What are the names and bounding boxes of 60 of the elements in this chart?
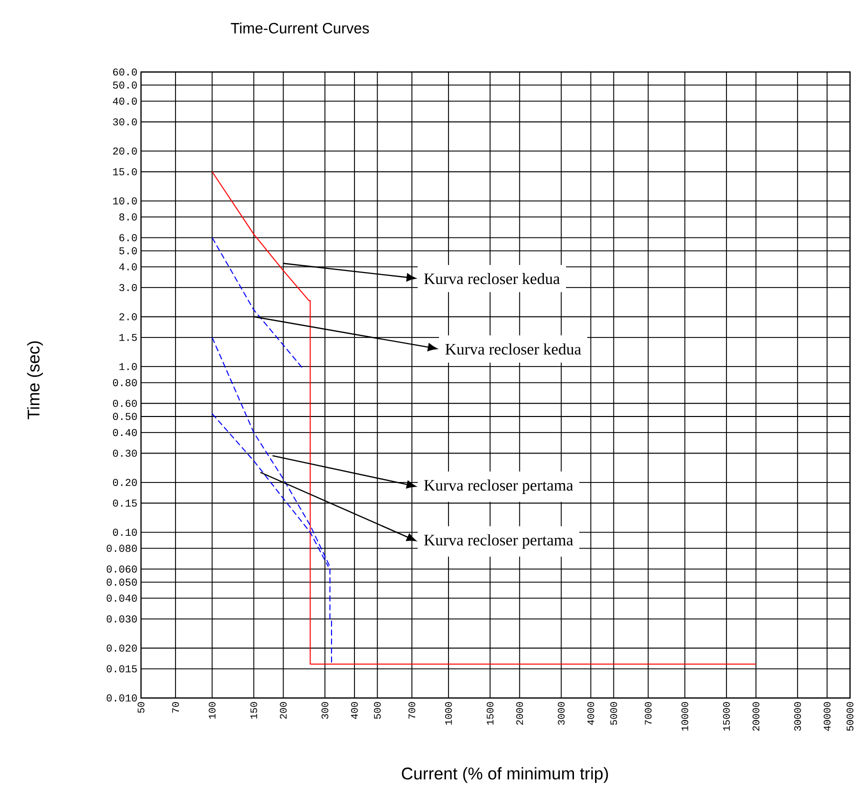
y-tick-label: 0.040: [106, 594, 137, 602]
x-tick-label: 100: [208, 702, 216, 719]
y-tick-label: 30.0: [113, 118, 137, 126]
y-tick-label: 0.050: [106, 578, 137, 586]
y-tick-label: 1.5: [119, 334, 137, 341]
y-tick-label: 0.50: [113, 412, 137, 420]
x-tick-label: 150: [250, 702, 258, 719]
y-tick-label: 0.030: [106, 615, 137, 622]
y-tick-label: 5.0: [119, 247, 137, 254]
y-tick-label: 0.60: [113, 400, 137, 407]
x-tick-label: 10000: [681, 702, 688, 731]
y-tick-label: 0.15: [113, 500, 137, 507]
annotation: Kurva recloser kedua: [424, 272, 560, 284]
y-tick-label: 6.0: [119, 234, 137, 242]
y-axis-title: Time (sec): [27, 341, 43, 420]
y-tick-label: 3.0: [119, 284, 137, 292]
x-tick-label: 200: [280, 702, 287, 719]
x-tick-label: 15000: [723, 702, 730, 731]
x-tick-label: 50: [138, 702, 144, 713]
x-tick-label: 30000: [794, 702, 801, 731]
x-tick-label: 3000: [558, 702, 565, 725]
x-tick-label: 700: [408, 702, 416, 719]
y-tick-label: 0.10: [113, 528, 137, 536]
x-tick-label: 20000: [752, 702, 760, 731]
y-tick-label: 0.40: [113, 428, 137, 436]
x-axis-title: Current (% of minimum trip): [402, 767, 608, 783]
y-tick-label: 0.080: [106, 544, 137, 552]
y-tick-label: 0.80: [113, 379, 137, 386]
y-tick-label: 40.0: [112, 98, 137, 105]
y-tick-label: 15.0: [113, 168, 137, 176]
y-tick-label: 1.0: [119, 363, 137, 370]
x-tick-label: 70: [172, 702, 179, 713]
chart-title: Time-Current Curves: [230, 22, 369, 34]
y-tick-label: 0.30: [113, 450, 137, 457]
annotation: Kurva recloser pertama: [424, 479, 574, 494]
x-tick-label: 4000: [587, 702, 594, 725]
y-tick-label: 8.0: [119, 213, 137, 221]
y-tick-label: 50.0: [113, 82, 137, 89]
x-tick-label: 400: [351, 702, 358, 719]
y-tick-label: 0.015: [106, 665, 137, 672]
x-tick-label: 1000: [445, 702, 452, 725]
x-tick-label: 500: [374, 702, 381, 719]
x-tick-label: 2000: [516, 702, 524, 725]
y-tick-label: 0.020: [106, 644, 137, 652]
y-tick-label: 60.0: [113, 68, 137, 76]
y-tick-label: 20.0: [113, 148, 137, 155]
x-tick-label: 300: [322, 702, 328, 719]
annotation: Kurva recloser pertama: [424, 534, 574, 549]
y-tick-label: 4.0: [119, 263, 137, 270]
x-tick-label: 1500: [486, 702, 494, 725]
y-tick-label: 2.0: [119, 313, 137, 320]
x-tick-label: 50000: [846, 702, 854, 731]
y-tick-label: 10.0: [113, 197, 137, 204]
annotation: Kurva recloser kedua: [445, 343, 582, 355]
x-tick-label: 40000: [824, 702, 830, 731]
x-tick-label: 5000: [610, 702, 618, 725]
x-tick-label: 7000: [644, 702, 652, 725]
y-tick-label: 0.20: [113, 478, 137, 486]
y-tick-label: 0.060: [106, 566, 137, 573]
y-tick-label: 0.010: [106, 694, 137, 702]
